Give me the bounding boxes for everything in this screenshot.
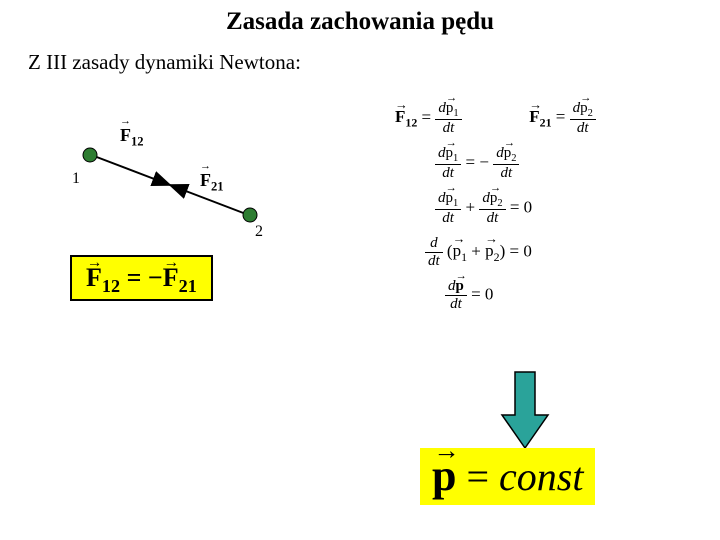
- result-box: p = const: [420, 448, 595, 505]
- f21-label: F→21: [200, 170, 224, 195]
- particle-2: [243, 208, 257, 222]
- eq-row-5: dpdt = 0: [395, 278, 596, 313]
- eq-row-3: dp1dt + dp2dt = 0: [395, 190, 596, 227]
- eq-row-2: dp1dt = − dp2dt: [395, 145, 596, 182]
- subtitle: Z III zasady dynamiki Newtona:: [0, 36, 720, 75]
- arrow-shape: [502, 372, 548, 448]
- down-arrow-icon: [500, 370, 550, 455]
- f12-arrow: [94, 156, 170, 185]
- eq-row-4: ddt (p1 + p2) = 0: [395, 235, 596, 270]
- boxed-equation: F12 = −F21: [70, 255, 213, 301]
- particle-1: [83, 148, 97, 162]
- derivation: F12 = dp1dt F21 = dp2dt dp1dt = − dp2dt …: [395, 100, 596, 321]
- force-diagram: 1 2 F→12 F→21: [60, 115, 340, 235]
- particle-2-label: 2: [255, 223, 263, 241]
- page-title: Zasada zachowania pędu: [0, 0, 720, 36]
- particle-1-label: 1: [72, 170, 80, 188]
- eq-row-1: F12 = dp1dt F21 = dp2dt: [395, 100, 596, 137]
- f12-label: F→12: [120, 125, 144, 150]
